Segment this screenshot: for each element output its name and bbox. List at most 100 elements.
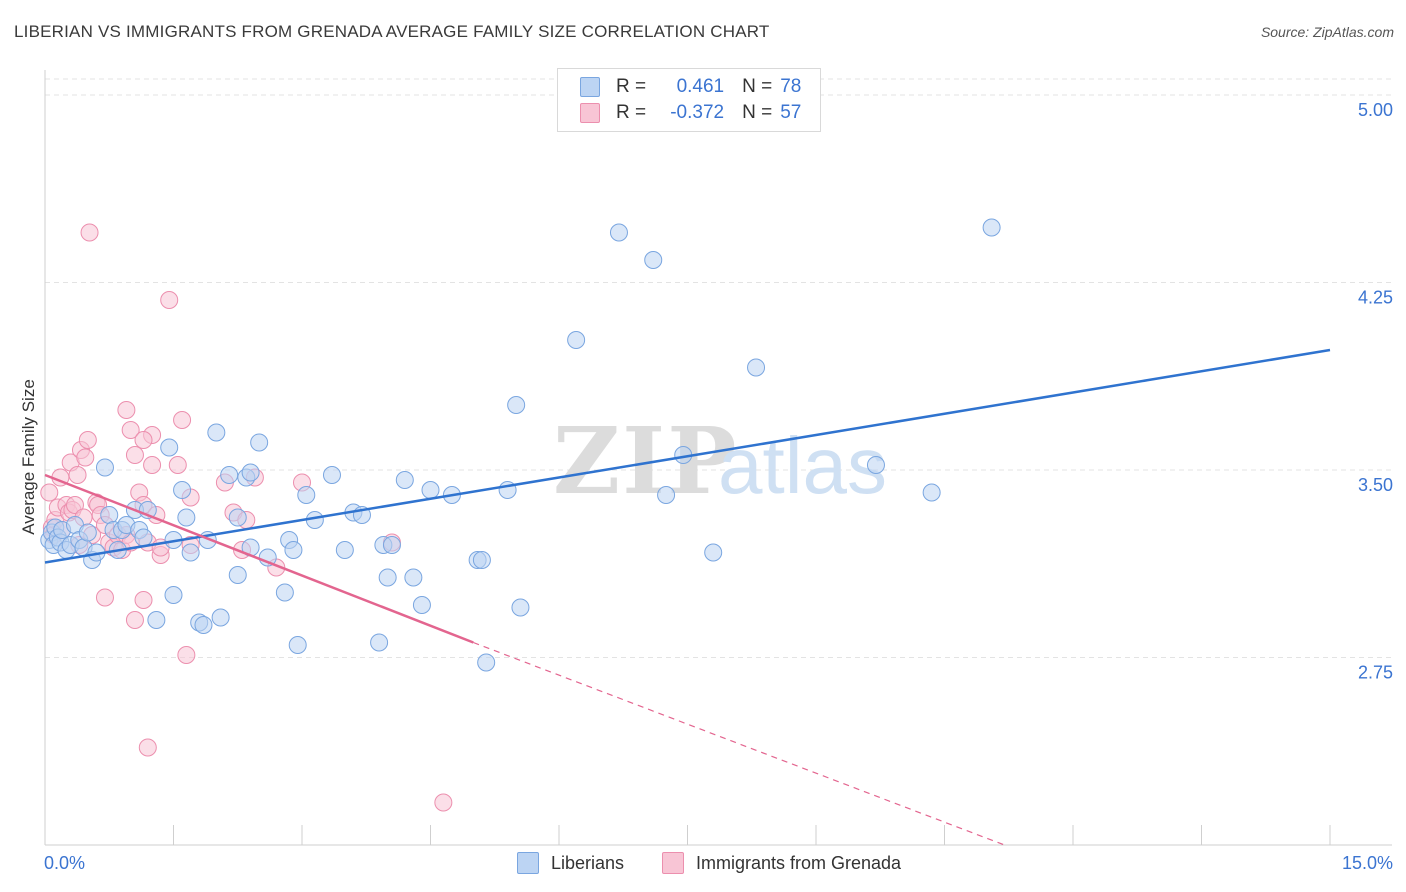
y-tick-label: 2.75 [1358, 663, 1393, 683]
liberians-trend-line [44, 348, 1331, 564]
liberians-point [95, 458, 114, 477]
chart-title: LIBERIAN VS IMMIGRANTS FROM GRENADA AVER… [14, 22, 770, 41]
legend-row-liberians: R = 0.461 N = 78 [580, 75, 801, 99]
liberians-point [395, 471, 414, 489]
y-tick-label: 3.50 [1358, 475, 1393, 495]
liberians-point [78, 523, 97, 542]
liberians-point [194, 616, 213, 634]
liberians-point [160, 438, 179, 457]
grenada-point [80, 223, 99, 242]
liberians-point [284, 541, 303, 559]
liberians-point [228, 508, 247, 527]
legend-row-grenada: R = -0.372 N = 57 [580, 101, 801, 125]
y-axis-title: Average Family Size [19, 379, 38, 535]
liberians-point [657, 486, 676, 504]
n-value: 57 [780, 102, 802, 123]
grenada-point [65, 496, 84, 514]
liberians-point [922, 483, 941, 502]
liberians-point [421, 481, 440, 499]
liberians-point [100, 506, 119, 524]
grenada-point [168, 456, 187, 474]
grenada-point [121, 421, 140, 439]
liberians-point [747, 358, 766, 377]
grenada-point [138, 738, 157, 757]
grenada-point [68, 466, 87, 484]
gridlines [45, 78, 1392, 658]
liberians-point [382, 536, 401, 554]
trend-lines [44, 348, 1331, 846]
r-value: 0.461 [676, 76, 725, 97]
grenada-trend-extension [473, 641, 1005, 846]
x-tick-label-max: 15.0% [1342, 853, 1393, 873]
liberians-point [134, 528, 153, 547]
liberians-point [173, 481, 192, 499]
liberians-point [472, 551, 491, 569]
liberians-point [220, 466, 239, 484]
grenada-point [134, 431, 153, 449]
grenada-point [434, 793, 453, 812]
liberians-point [177, 508, 196, 527]
liberians-point [250, 433, 269, 452]
liberians-point [241, 463, 260, 482]
y-tick-label: 4.25 [1358, 288, 1393, 308]
liberians-point [288, 636, 307, 654]
liberians-point [297, 486, 316, 504]
grenada-point [143, 456, 162, 474]
axes [44, 70, 1392, 846]
liberians-point [322, 466, 341, 484]
grenada-point [117, 401, 136, 419]
liberians-point [275, 583, 294, 602]
liberians-point [982, 218, 1001, 237]
source-credit: Source: ZipAtlas.com [1260, 24, 1394, 40]
liberians-point [147, 611, 166, 629]
liberians-swatch [580, 77, 600, 97]
liberians-points [40, 218, 1001, 672]
grenada-point [78, 431, 97, 449]
r-label: R = [616, 102, 647, 123]
liberians-point [567, 331, 586, 349]
grenada-trend-line [44, 473, 474, 644]
watermark-atlas: atlas [718, 421, 887, 510]
grenada-swatch [662, 852, 684, 874]
legend-item-grenada[interactable]: Immigrants from Grenada [662, 852, 901, 874]
liberians-point [207, 423, 226, 442]
liberians-point [507, 396, 526, 414]
watermark-zip: ZIP [553, 407, 738, 515]
liberians-point [866, 456, 885, 474]
liberians-point [704, 543, 723, 562]
grenada-point [177, 646, 196, 664]
grenada-point [125, 611, 144, 629]
legend-label: Liberians [551, 852, 625, 873]
liberians-point [412, 596, 431, 614]
liberians-point [609, 223, 628, 242]
stats-legend: R = 0.461 N = 78 R = -0.372 N = 57 [557, 68, 821, 132]
y-tick-label: 5.00 [1358, 100, 1393, 120]
tick-labels: 2.75 3.50 4.25 5.00 0.0% 15.0% Average Family … [19, 100, 1393, 873]
n-label: N = [742, 102, 773, 123]
n-label: N = [742, 76, 773, 97]
liberians-point [370, 633, 389, 652]
liberians-point [228, 566, 247, 584]
x-tick-label-min: 0.0% [44, 853, 85, 873]
legend-label: Immigrants from Grenada [696, 852, 902, 873]
liberians-point [181, 543, 200, 562]
grenada-point [160, 291, 179, 309]
n-value: 78 [780, 76, 802, 97]
legend-item-liberians[interactable]: Liberians [517, 852, 624, 874]
liberians-point [378, 568, 397, 587]
liberians-point [404, 568, 423, 587]
r-value: -0.372 [670, 102, 725, 123]
liberians-point [164, 586, 183, 604]
grenada-point [125, 446, 144, 464]
liberians-point [511, 598, 530, 617]
liberians-point [211, 608, 230, 627]
liberians-point [644, 251, 663, 269]
liberians-swatch [517, 852, 539, 874]
grenada-point [95, 588, 114, 607]
grenada-point [76, 448, 95, 467]
liberians-point [477, 653, 496, 672]
liberians-point [335, 541, 354, 559]
series-legend: Liberians Immigrants from Grenada [0, 852, 1406, 876]
